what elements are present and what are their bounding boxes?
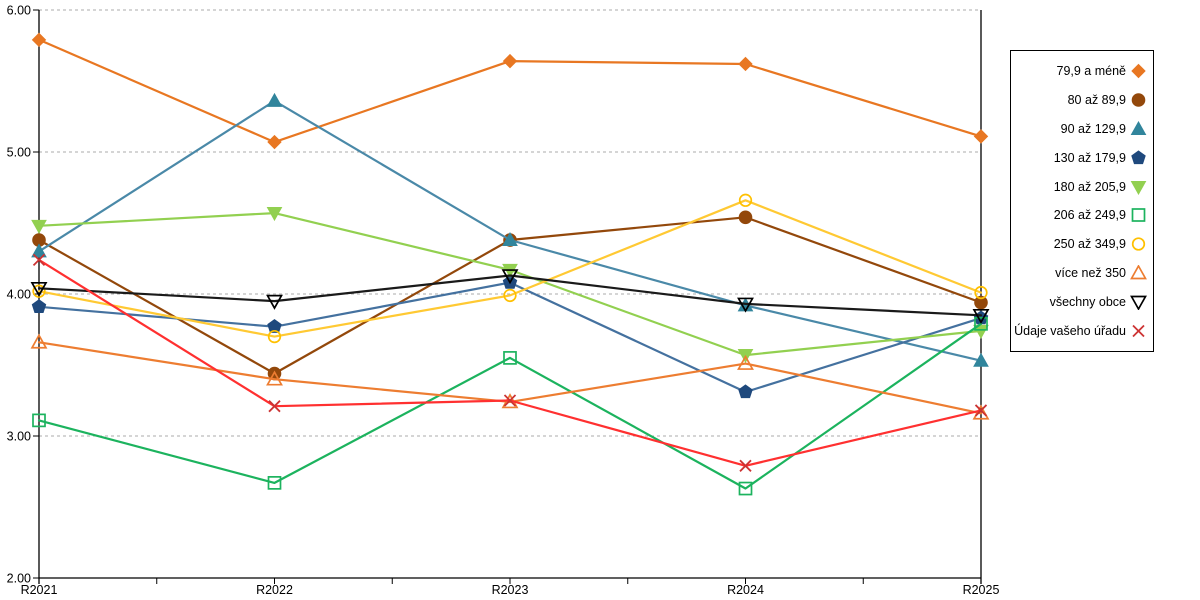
triangle-up-marker	[1130, 120, 1147, 135]
legend-item-label: všechny obce	[1049, 294, 1126, 309]
triangle-up-marker	[502, 232, 518, 247]
diamond-marker	[738, 56, 753, 72]
circle-marker	[1131, 93, 1146, 107]
legend-item: všechny obce	[1015, 290, 1147, 314]
x-marker	[1132, 324, 1145, 337]
x-marker	[739, 459, 752, 472]
x-axis-tick-label: R2021	[21, 583, 58, 597]
triangle-up-marker	[973, 352, 989, 367]
triangle-down-marker	[30, 281, 48, 298]
series-v-ce-ne-350	[30, 333, 990, 420]
legend-item: 206 až 249,9	[1015, 203, 1147, 227]
y-axis-tick-label: 2.00	[7, 572, 31, 586]
x-marker	[32, 253, 46, 267]
triangle-up-marker	[1130, 264, 1147, 280]
triangle-up-icon	[1130, 120, 1147, 135]
triangle-down-icon	[1130, 180, 1147, 195]
diamond-icon	[1131, 64, 1146, 79]
circle-icon	[1131, 93, 1146, 107]
circle-marker	[738, 210, 753, 225]
triangle-down-marker	[1130, 180, 1147, 195]
y-axis-tick-label: 6.00	[7, 4, 31, 18]
legend: 79,9 a méně 80 až 89,9 90 až 129,9 130 až 1…	[1010, 50, 1154, 352]
square-icon	[1131, 208, 1146, 223]
legend-item: 180 až 205,9	[1015, 175, 1147, 199]
pentagon-marker	[1131, 150, 1146, 164]
triangle-up-marker	[266, 92, 283, 107]
pentagon-marker	[738, 384, 753, 399]
square-marker	[738, 481, 753, 496]
y-axis-tick-label: 4.00	[7, 288, 31, 302]
legend-item-label: 79,9 a méně	[1056, 64, 1127, 79]
legend-item-label: 206 až 249,9	[1053, 208, 1126, 223]
series-206-a-249-9	[32, 316, 988, 496]
triangle-down-marker	[973, 324, 989, 339]
legend-item: 90 až 129,9	[1015, 117, 1147, 141]
triangle-down-marker	[1130, 295, 1147, 310]
triangle-up-marker	[30, 333, 48, 349]
circle-marker	[1131, 237, 1146, 251]
legend-item: 130 až 179,9	[1015, 146, 1147, 170]
series-90-a-129-9	[31, 92, 989, 367]
legend-item: více než 350	[1015, 261, 1147, 285]
circle-marker	[738, 193, 753, 207]
legend-item: Údaje vašeho úřadu	[1014, 319, 1147, 343]
series-v-echny-obce	[30, 269, 990, 325]
legend-item: 79,9 a méně	[1015, 59, 1147, 83]
diamond-marker	[1131, 64, 1146, 79]
y-axis-tick-label: 3.00	[7, 430, 31, 444]
pentagon-marker	[31, 299, 47, 313]
series--daje-va-eho-adu	[32, 253, 988, 472]
x-axis-tick-label: R2024	[727, 583, 764, 597]
triangle-up-icon	[1130, 264, 1147, 280]
triangle-down-marker	[501, 269, 519, 285]
legend-item-label: 250 až 349,9	[1053, 237, 1126, 252]
circle-icon	[1131, 237, 1146, 251]
legend-item-label: 90 až 129,9	[1060, 121, 1126, 136]
diamond-marker	[31, 32, 47, 48]
pentagon-icon	[1131, 150, 1146, 164]
circle-marker	[974, 285, 988, 300]
legend-item: 250 až 349,9	[1015, 232, 1147, 256]
triangle-up-marker	[31, 243, 47, 258]
square-marker	[32, 413, 46, 428]
circle-marker	[503, 288, 517, 303]
square-marker	[267, 476, 282, 490]
square-marker	[1131, 208, 1146, 223]
triangle-up-marker	[266, 370, 283, 386]
series-79-9-a-m-n-	[31, 32, 989, 150]
y-axis-tick-label: 5.00	[7, 146, 31, 160]
pentagon-marker	[267, 319, 282, 333]
square-marker	[503, 351, 517, 365]
triangle-down-marker	[31, 219, 47, 234]
x-axis-tick-label: R2025	[963, 583, 1000, 597]
legend-item-label: Údaje vašeho úřadu	[1014, 323, 1126, 338]
triangle-up-marker	[972, 404, 990, 420]
legend-item-label: 130 až 179,9	[1053, 150, 1126, 165]
x-icon	[1132, 324, 1145, 337]
triangle-down-marker	[972, 308, 990, 325]
triangle-down-marker	[266, 294, 283, 310]
x-marker	[974, 404, 988, 417]
x-marker	[503, 394, 517, 407]
legend-item-label: více než 350	[1055, 265, 1126, 280]
x-axis-tick-label: R2023	[492, 583, 529, 597]
triangle-down-marker	[737, 297, 754, 313]
circle-marker	[974, 295, 988, 310]
triangle-up-marker	[737, 354, 754, 370]
legend-item-label: 80 až 89,9	[1067, 93, 1126, 108]
x-axis-tick-label: R2022	[256, 583, 293, 597]
circle-marker	[267, 329, 282, 344]
diamond-marker	[267, 134, 282, 150]
legend-item: 80 až 89,9	[1015, 88, 1147, 112]
triangle-down-icon	[1130, 295, 1147, 310]
x-marker	[268, 400, 281, 413]
diamond-marker	[502, 53, 518, 69]
legend-item-label: 180 až 205,9	[1053, 179, 1126, 194]
triangle-down-marker	[266, 207, 283, 222]
diamond-marker	[973, 129, 989, 144]
square-marker	[974, 316, 988, 331]
